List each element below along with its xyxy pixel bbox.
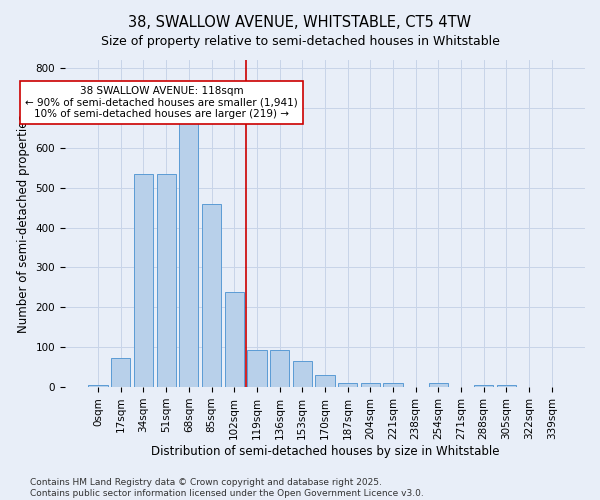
Bar (361, 383, 380, 387)
Bar (157, 174, 176, 387)
Bar (111, 358, 130, 387)
X-axis label: Distribution of semi-detached houses by size in Whitstable: Distribution of semi-detached houses by … (151, 444, 499, 458)
Bar (428, 383, 448, 387)
Bar (474, 385, 493, 387)
Bar (293, 361, 312, 387)
Bar (202, 204, 221, 387)
Bar (88, 385, 108, 387)
Text: 38, SWALLOW AVENUE, WHITSTABLE, CT5 4TW: 38, SWALLOW AVENUE, WHITSTABLE, CT5 4TW (128, 15, 472, 30)
Bar (179, 123, 199, 387)
Bar (247, 350, 266, 387)
Bar (497, 385, 516, 387)
Bar (134, 174, 153, 387)
Text: Contains HM Land Registry data © Crown copyright and database right 2025.
Contai: Contains HM Land Registry data © Crown c… (30, 478, 424, 498)
Text: Size of property relative to semi-detached houses in Whitstable: Size of property relative to semi-detach… (101, 35, 499, 48)
Bar (270, 350, 289, 387)
Bar (338, 383, 357, 387)
Bar (383, 383, 403, 387)
Bar (315, 375, 335, 387)
Text: 38 SWALLOW AVENUE: 118sqm
← 90% of semi-detached houses are smaller (1,941)
10% : 38 SWALLOW AVENUE: 118sqm ← 90% of semi-… (25, 86, 298, 119)
Y-axis label: Number of semi-detached properties: Number of semi-detached properties (17, 114, 30, 333)
Bar (224, 292, 244, 387)
